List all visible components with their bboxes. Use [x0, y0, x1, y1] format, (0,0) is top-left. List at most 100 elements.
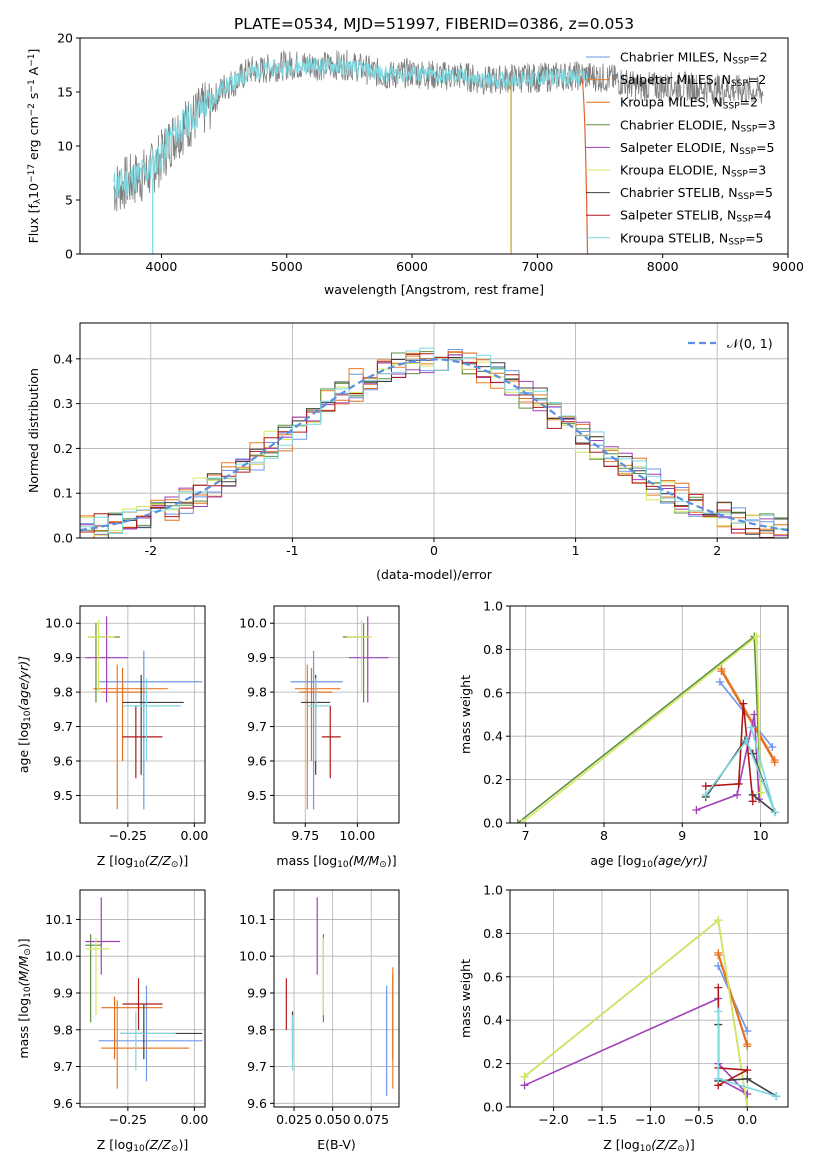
series-salpeter_miles — [720, 668, 776, 761]
marker-kroupa_stelib — [770, 808, 779, 817]
marker-salpeter_stelib — [748, 797, 757, 806]
x-tick-label: 5000 — [271, 259, 303, 274]
marker-chabrier_stelib — [743, 1074, 752, 1083]
panel-age-vs-Z: −0.25 0.00 9.5 9.6 9.7 9.8 9.9 10.0 Z [log10(Z/Z… — [16, 605, 208, 870]
marker-kroupa_stelib — [714, 1007, 723, 1016]
panel-mass-weight-vs-age: 7 8 9 10 0.0 0.2 0.4 0.6 0.8 1.0 age [log10(age/yr… — [458, 599, 789, 870]
y-tick-label: 9.6 — [247, 754, 267, 769]
gaussian-curve — [80, 358, 788, 532]
legend-entry: Salpeter STELIB, NSSP=4 — [620, 208, 772, 225]
y-tick-label: 0.8 — [483, 926, 503, 941]
y-tick-label: 0.8 — [483, 642, 503, 657]
x-tick-label: 0 — [430, 543, 438, 558]
x-tick-label: 10.00 — [339, 828, 375, 843]
y-axis-label: mass [log10(M/M⊙)] — [16, 938, 33, 1058]
y-tick-label: 10.0 — [45, 616, 73, 631]
y-tick-label: 0.2 — [483, 1056, 503, 1071]
legend: Chabrier MILES, NSSP=2 Salpeter MILES, NS… — [586, 50, 776, 248]
y-tick-label: 9.7 — [247, 1059, 267, 1074]
y-tick-label: 9.5 — [247, 788, 267, 803]
marker-chabrier_miles — [743, 1027, 752, 1036]
legend-entry: Salpeter MILES, NSSP=2 — [620, 72, 766, 89]
x-axis-label: Z [log10(Z/Z⊙)] — [97, 1137, 188, 1154]
marker-kroupa_elodie — [714, 916, 723, 925]
y-tick-label: 9.7 — [53, 1059, 73, 1074]
legend-entry: Chabrier ELODIE, NSSP=3 — [620, 117, 776, 134]
x-axis-label: E(B-V) — [317, 1137, 356, 1152]
marker-chabrier_miles — [768, 743, 777, 752]
y-tick-label: 10.1 — [239, 912, 267, 927]
x-tick-label: −2.0 — [538, 1112, 568, 1127]
x-tick-label: 7 — [522, 828, 530, 843]
y-tick-label: 9.8 — [247, 1022, 267, 1037]
y-tick-label: 9.6 — [53, 754, 73, 769]
legend-entry: Kroupa ELODIE, NSSP=3 — [620, 163, 766, 180]
axes-frame — [79, 889, 206, 1108]
y-axis-label: mass weight — [458, 959, 473, 1038]
panel-mass-weight-vs-Z: −2.0 −1.5 −1.0 −0.5 0.0 0.0 0.2 0.4 0.6 0.8 1.0 Z [… — [458, 883, 789, 1154]
x-tick-label: −0.25 — [109, 828, 147, 843]
x-tick-label: 9000 — [772, 259, 804, 274]
x-axis-label: (data-model)/error — [376, 567, 493, 582]
x-tick-label: 7000 — [521, 259, 553, 274]
marker-chabrier_elodie — [513, 819, 522, 823]
x-tick-label: 1 — [572, 543, 580, 558]
marker-kroupa_elodie — [752, 632, 761, 641]
marker-kroupa_elodie — [517, 819, 526, 823]
marker-kroupa_stelib — [772, 1092, 781, 1101]
y-tick-label: 10.0 — [239, 949, 267, 964]
y-tick-label: 0.0 — [483, 816, 503, 831]
legend-entry: 𝒩(0, 1) — [727, 336, 773, 351]
x-axis-label: age [log10(age/yr)] — [590, 853, 707, 870]
y-tick-label: 1.0 — [483, 599, 503, 614]
x-tick-label: 10 — [753, 828, 769, 843]
legend-entry: Kroupa STELIB, NSSP=5 — [620, 230, 764, 247]
y-tick-label: 9.8 — [53, 1022, 73, 1037]
marker-chabrier_miles — [715, 677, 724, 686]
marker-kroupa_stelib — [714, 1074, 723, 1083]
legend-entry: Kroupa MILES, NSSP=2 — [620, 95, 758, 112]
y-tick-label: 5 — [65, 193, 73, 208]
marker-salpeter_stelib — [714, 983, 723, 992]
marker-kroupa_miles — [770, 758, 779, 767]
y-tick-label: 9.7 — [53, 719, 73, 734]
marker-salpeter_elodie — [692, 805, 701, 814]
y-tick-label: 0.6 — [483, 685, 503, 700]
x-tick-label: 8000 — [647, 259, 679, 274]
y-tick-label: 10.1 — [45, 912, 73, 927]
plot-area — [80, 323, 788, 538]
y-tick-label: 10.0 — [239, 616, 267, 631]
plot-area — [113, 49, 764, 254]
y-tick-label: 0 — [65, 247, 73, 262]
x-tick-label: -2 — [145, 543, 157, 558]
plot-area — [80, 890, 205, 1107]
marker-salpeter_elodie — [750, 710, 759, 719]
y-tick-label: 0.3 — [53, 396, 73, 411]
plot-area — [80, 606, 205, 823]
marker-kroupa_elodie — [743, 1103, 752, 1107]
plot-area — [510, 606, 788, 823]
x-tick-label: 8 — [600, 828, 608, 843]
marker-kroupa_miles — [714, 951, 723, 960]
panel-mass-vs-Z: −0.25 0.00 9.6 9.7 9.8 9.9 10.0 10.1 Z [log10(Z/… — [16, 889, 208, 1154]
marker-salpeter_elodie — [520, 1081, 529, 1090]
x-axis-label: mass [log10(M/M⊙)] — [276, 853, 396, 870]
x-tick-label: 6000 — [396, 259, 428, 274]
y-axis-label: age [log10(age/yr)] — [16, 656, 33, 773]
series-salpeter_stelib — [705, 703, 754, 802]
x-tick-label: 0.00 — [180, 828, 208, 843]
marker-salpeter_stelib — [734, 779, 743, 788]
x-tick-label: 0.075 — [353, 1112, 389, 1127]
y-tick-label: 15 — [57, 85, 73, 100]
y-tick-label: 9.7 — [247, 719, 267, 734]
marker-kroupa_elodie — [756, 788, 765, 797]
y-tick-label: 9.6 — [247, 1096, 267, 1111]
x-tick-label: 9 — [678, 828, 686, 843]
marker-kroupa_elodie — [520, 1072, 529, 1081]
y-tick-label: 9.9 — [53, 650, 73, 665]
y-tick-label: 0.1 — [53, 486, 73, 501]
legend-entry: Chabrier MILES, NSSP=2 — [620, 50, 768, 67]
marker-salpeter_stelib — [743, 1066, 752, 1075]
y-tick-label: 9.9 — [53, 985, 73, 1000]
x-tick-label: 9.75 — [291, 828, 319, 843]
